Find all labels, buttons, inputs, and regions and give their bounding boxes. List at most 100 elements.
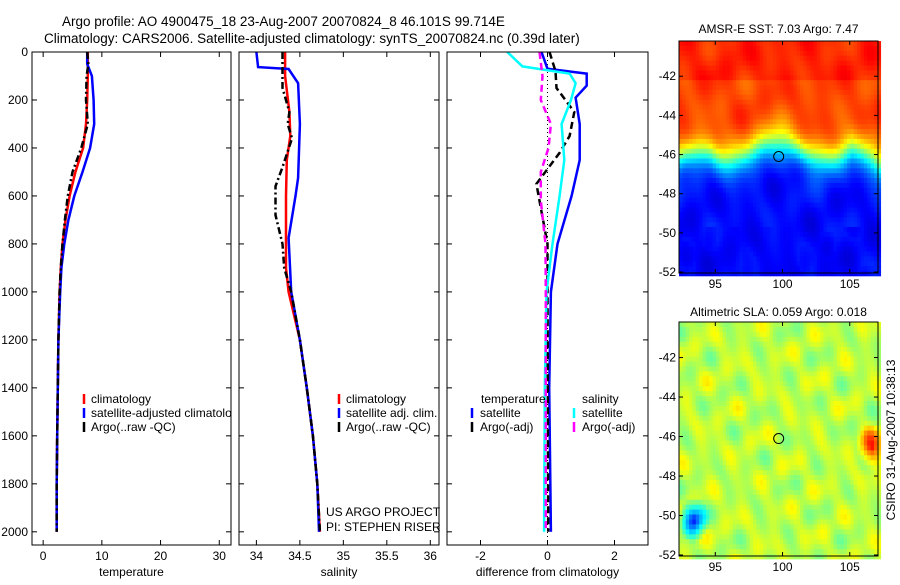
map-cell (756, 426, 760, 431)
map-cell (753, 154, 757, 159)
map-cell (867, 168, 871, 173)
map-cell (729, 549, 733, 554)
map-cell (679, 445, 683, 450)
map-cell (773, 515, 777, 520)
map-cell (790, 524, 794, 529)
map-cell (797, 436, 801, 441)
map-cell (689, 431, 693, 436)
map-cell (760, 436, 764, 441)
map-cell (692, 80, 696, 85)
map-cell (689, 247, 693, 252)
map-cell (733, 66, 737, 71)
map-cell (807, 66, 811, 71)
map-cell (807, 332, 811, 337)
map-cell (682, 163, 686, 168)
map-cell (790, 266, 794, 271)
map-cell (797, 445, 801, 450)
map-cell (773, 85, 777, 90)
map-cell (692, 252, 696, 257)
map-cell (726, 144, 730, 149)
map-cell (760, 470, 764, 475)
map-cell (696, 445, 700, 450)
map-cell (810, 70, 814, 75)
map-cell (743, 421, 747, 426)
map-cell (743, 406, 747, 411)
map-cell (854, 193, 858, 198)
map-cell (777, 332, 781, 337)
map-cell (763, 529, 767, 534)
map-cell (760, 95, 764, 100)
map-cell (726, 139, 730, 144)
map-cell (864, 183, 868, 188)
map-cell (699, 520, 703, 525)
map-cell (706, 100, 710, 105)
map-cell (699, 381, 703, 386)
map-cell (682, 480, 686, 485)
map-cell (797, 163, 801, 168)
map-cell (706, 252, 710, 257)
map-cell (716, 357, 720, 362)
map-cell (753, 193, 757, 198)
map-cell (753, 227, 757, 232)
map-cell (810, 271, 814, 276)
map-cell (857, 105, 861, 110)
map-cell (740, 554, 744, 559)
map-cell (844, 139, 848, 144)
map-cell (773, 222, 777, 227)
map-cell (736, 46, 740, 51)
map-cell (703, 105, 707, 110)
map-cell (743, 470, 747, 475)
axes-frame (32, 52, 231, 545)
map-cell (686, 357, 690, 362)
map-cell (830, 124, 834, 129)
map-cell (797, 105, 801, 110)
map-cell (706, 386, 710, 391)
map-cell (746, 347, 750, 352)
map-cell (827, 154, 831, 159)
map-cell (692, 376, 696, 381)
map-cell (743, 114, 747, 119)
map-cell (770, 129, 774, 134)
map-cell (800, 168, 804, 173)
map-cell (800, 411, 804, 416)
map-cell (706, 436, 710, 441)
map-cell (736, 212, 740, 217)
map-cell (696, 252, 700, 257)
map-cell (713, 114, 717, 119)
map-cell (861, 212, 865, 217)
map-cell (723, 207, 727, 212)
map-cell (719, 362, 723, 367)
map-cell (850, 173, 854, 178)
map-cell (830, 207, 834, 212)
map-cell (703, 534, 707, 539)
map-cell (733, 347, 737, 352)
map-cell (723, 534, 727, 539)
map-cell (803, 436, 807, 441)
map-cell (699, 212, 703, 217)
map-cell (777, 51, 781, 56)
map-cell (800, 271, 804, 276)
map-cell (850, 124, 854, 129)
map-cell (810, 183, 814, 188)
map-cell (750, 149, 754, 154)
map-cell (750, 61, 754, 66)
map-cell (824, 56, 828, 61)
map-cell (743, 332, 747, 337)
map-cell (756, 183, 760, 188)
map-cell (716, 391, 720, 396)
map-cell (830, 163, 834, 168)
map-cell (847, 159, 851, 164)
map-cell (770, 159, 774, 164)
map-cell (709, 217, 713, 222)
map-cell (797, 524, 801, 529)
map-cell (736, 256, 740, 261)
map-cell (857, 203, 861, 208)
map-cell (729, 520, 733, 525)
map-cell (736, 173, 740, 178)
map-cell (847, 168, 851, 173)
map-cell (787, 188, 791, 193)
map-cell (800, 144, 804, 149)
map-cell (827, 129, 831, 134)
map-cell (783, 163, 787, 168)
map-cell (783, 85, 787, 90)
